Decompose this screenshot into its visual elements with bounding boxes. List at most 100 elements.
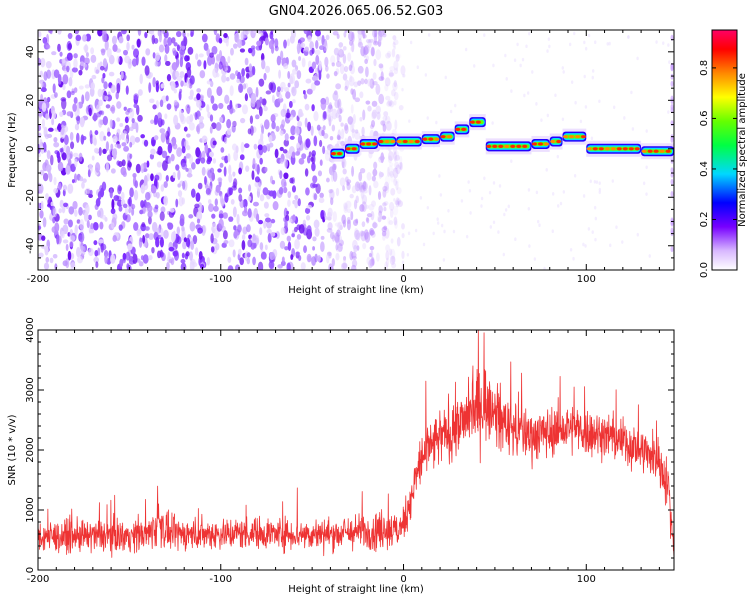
noise-speckle [152, 77, 156, 88]
noise-speckle [242, 83, 247, 90]
track-peak [598, 147, 604, 151]
noise-speckle [401, 232, 405, 239]
noise-speckle [137, 30, 142, 36]
noise-speckle [388, 151, 394, 161]
noise-speckle [148, 233, 154, 241]
noise-speckle [215, 243, 220, 251]
noise-speckle [191, 162, 196, 170]
noise-speckle [283, 186, 288, 194]
noise-speckle [172, 250, 179, 257]
noise-speckle [73, 58, 78, 69]
noise-speckle [562, 70, 565, 74]
noise-speckle [385, 244, 391, 252]
noise-speckle [612, 105, 616, 110]
noise-speckle [69, 131, 74, 141]
noise-speckle [259, 96, 263, 104]
noise-speckle [249, 115, 254, 124]
noise-speckle [305, 138, 311, 148]
noise-speckle [279, 123, 285, 130]
noise-speckle [386, 50, 392, 58]
noise-speckle [228, 173, 233, 183]
noise-speckle [73, 96, 78, 104]
noise-speckle [344, 79, 350, 90]
noise-speckle [582, 194, 586, 198]
noise-speckle [79, 116, 85, 128]
noise-speckle [95, 261, 99, 269]
noise-speckle [363, 78, 368, 85]
noise-speckle [147, 205, 153, 212]
noise-speckle [61, 58, 66, 64]
noise-speckle [126, 34, 130, 42]
noise-speckle [181, 146, 186, 154]
noise-speckle [140, 163, 145, 174]
track-peak [384, 139, 390, 144]
noise-speckle [311, 256, 317, 266]
noise-speckle [160, 83, 165, 89]
noise-speckle [116, 117, 121, 122]
noise-speckle [320, 241, 325, 253]
noise-speckle [292, 68, 298, 75]
noise-speckle [594, 237, 597, 242]
noise-speckle [279, 130, 284, 136]
noise-speckle [593, 205, 597, 210]
noise-speckle [257, 144, 263, 151]
noise-speckle [119, 122, 124, 127]
noise-speckle [371, 47, 375, 57]
noise-speckle [392, 167, 398, 172]
noise-speckle [378, 76, 385, 82]
noise-speckle [178, 91, 182, 101]
noise-speckle [547, 37, 551, 41]
colorbar-tick-label: 0.6 [699, 110, 710, 126]
noise-speckle [335, 247, 342, 253]
noise-speckle [339, 177, 346, 187]
noise-speckle [135, 163, 141, 174]
noise-speckle [157, 250, 162, 259]
noise-speckle [212, 103, 218, 111]
noise-speckle [401, 87, 404, 92]
noise-speckle [84, 84, 90, 89]
noise-speckle [391, 255, 396, 264]
noise-speckle [50, 154, 54, 166]
noise-speckle [189, 221, 196, 232]
noise-speckle [291, 59, 297, 68]
noise-speckle [188, 214, 194, 219]
noise-speckle [159, 211, 165, 221]
noise-speckle [315, 54, 320, 66]
noise-speckle [204, 143, 209, 154]
noise-speckle [154, 114, 159, 125]
track-peak [634, 147, 640, 151]
noise-speckle [631, 127, 635, 131]
noise-speckle [159, 128, 166, 134]
noise-speckle [212, 67, 219, 78]
y-tick-label: 20 [25, 94, 36, 107]
noise-speckle [304, 117, 308, 128]
noise-speckle [301, 153, 307, 160]
noise-speckle [226, 118, 232, 129]
noise-speckle [227, 55, 231, 64]
y-tick-label: 2000 [25, 437, 36, 462]
noise-speckle [68, 219, 73, 228]
noise-speckle [336, 229, 341, 237]
noise-speckle [384, 77, 391, 87]
noise-speckle [298, 56, 302, 61]
noise-speckle [257, 219, 264, 225]
noise-speckle [396, 236, 401, 247]
noise-speckle [382, 202, 387, 207]
noise-speckle [110, 254, 116, 265]
noise-speckle [227, 153, 231, 163]
noise-speckle [110, 143, 114, 150]
noise-speckle [360, 182, 364, 188]
y-tick-label: 4000 [25, 317, 36, 342]
noise-speckle [322, 145, 326, 155]
noise-speckle [94, 162, 101, 173]
noise-speckle [197, 59, 202, 67]
noise-speckle [375, 105, 381, 114]
noise-speckle [104, 216, 108, 222]
noise-speckle [182, 30, 186, 38]
noise-speckle [224, 136, 228, 144]
noise-speckle [125, 85, 129, 95]
noise-speckle [281, 256, 285, 264]
noise-speckle [129, 153, 133, 159]
noise-speckle [53, 136, 58, 143]
noise-speckle [51, 51, 57, 56]
